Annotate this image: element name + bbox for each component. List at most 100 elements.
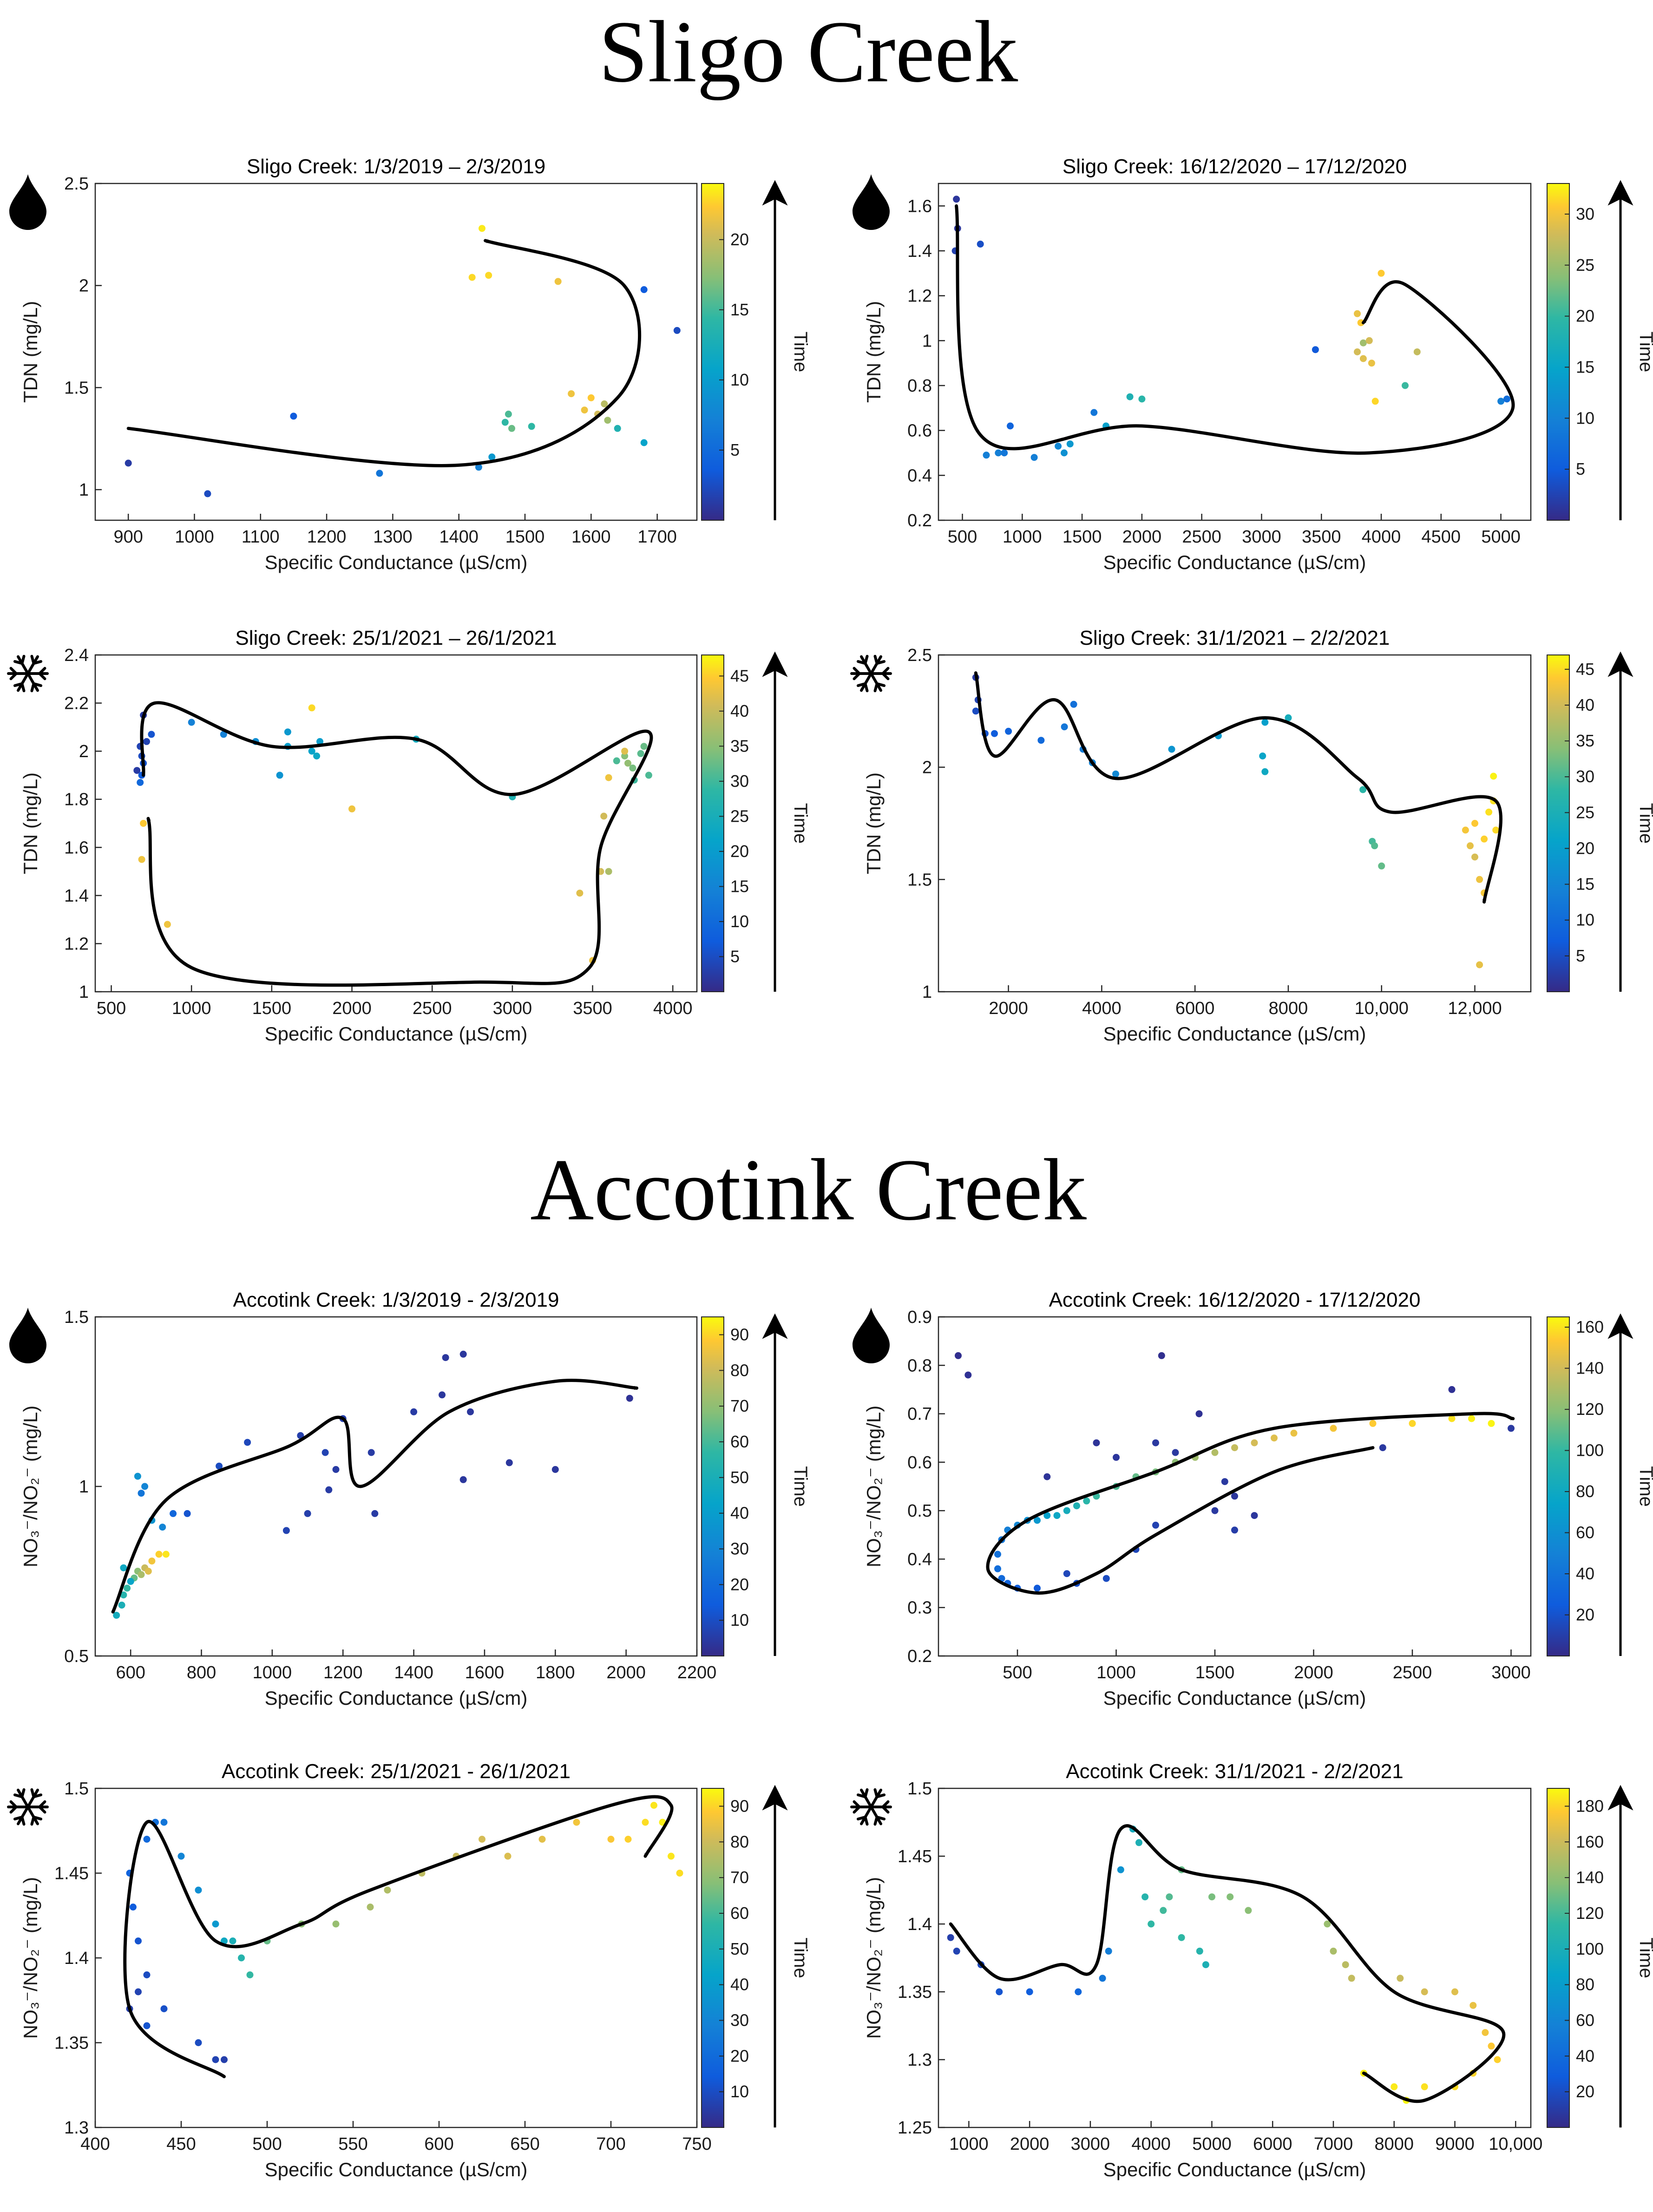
data-point (1413, 348, 1421, 355)
chart-title: Sligo Creek: 25/1/2021 – 26/1/2021 (235, 627, 557, 649)
y-tick-label: 0.8 (907, 376, 932, 396)
x-tick-label: 3000 (493, 999, 532, 1018)
data-point (442, 1354, 449, 1361)
data-point (160, 1819, 168, 1826)
data-point (138, 856, 145, 863)
data-point (1468, 1415, 1475, 1422)
snowflake-icon (850, 654, 892, 693)
data-point (1451, 1988, 1458, 1996)
y-tick-label: 1.3 (907, 2050, 932, 2070)
x-tick-label: 800 (187, 1663, 216, 1682)
data-point (614, 425, 621, 432)
x-tick-label: 1500 (1195, 1663, 1235, 1682)
colorbar-tick-label: 20 (730, 842, 749, 861)
data-point (184, 1510, 191, 1517)
chart-panel-2: Sligo Creek: 16/12/2020 – 17/12/2020 500 1… (853, 155, 1653, 573)
time-label: Time (1636, 1466, 1653, 1506)
data-point (668, 1852, 675, 1860)
data-point (1231, 1526, 1238, 1534)
colorbar-tick-label: 80 (730, 1361, 749, 1380)
data-point (459, 1476, 467, 1483)
colorbar (1547, 1788, 1570, 2128)
colorbar-tick-label: 160 (1576, 1317, 1604, 1336)
data-point (1196, 1947, 1203, 1955)
x-tick-label: 12,000 (1448, 999, 1502, 1018)
data-point (1066, 440, 1074, 448)
data-point (1359, 786, 1367, 793)
y-tick-label: 2 (79, 742, 89, 761)
colorbar-tick-label: 35 (1576, 731, 1594, 750)
data-point (508, 425, 515, 432)
x-tick-label: 2200 (677, 1663, 717, 1682)
x-tick-label: 1300 (373, 527, 413, 547)
y-axis-label: TDN (mg/L) (20, 772, 41, 874)
data-point (141, 1483, 149, 1490)
colorbar-tick-label: 30 (1576, 767, 1594, 786)
time-label: Time (1636, 332, 1653, 372)
y-tick-label: 0.4 (907, 1550, 932, 1569)
data-point (138, 1490, 145, 1497)
data-point (1342, 1961, 1349, 1969)
colorbar-tick-label: 30 (1576, 204, 1594, 223)
data-point (308, 747, 315, 755)
y-tick-label: 1.5 (907, 870, 932, 890)
chart-title: Sligo Creek: 1/3/2019 – 2/3/2019 (247, 155, 545, 178)
y-axis-label: TDN (mg/L) (863, 301, 885, 403)
chart-panel-1: Sligo Creek: 1/3/2019 – 2/3/2019 900 1000 1… (9, 155, 811, 573)
data-point (1211, 1507, 1219, 1514)
data-point (321, 1449, 329, 1456)
x-tick-label: 1400 (394, 1663, 433, 1682)
x-tick-label: 600 (424, 2134, 453, 2154)
data-point (216, 1462, 223, 1470)
colorbar-tick-label: 40 (730, 701, 749, 720)
data-point (1005, 727, 1012, 735)
data-point (125, 459, 132, 467)
y-axis-label: NO₃⁻/NO₂⁻ (mg/L) (863, 1877, 885, 2039)
data-point (1135, 1839, 1142, 1846)
y-tick-label: 2.2 (64, 694, 89, 713)
plot-frame (938, 183, 1532, 521)
data-point (332, 1466, 340, 1473)
colorbar (1547, 654, 1570, 992)
x-tick-label: 2000 (606, 1663, 646, 1682)
raindrop-icon (853, 1308, 890, 1363)
data-point (371, 1510, 379, 1517)
x-tick-label: 3000 (1071, 2134, 1110, 2154)
data-point (1001, 449, 1008, 457)
data-point (1421, 2083, 1428, 2090)
data-point (1090, 409, 1098, 416)
data-point (124, 1584, 131, 1592)
colorbar-tick-label: 50 (730, 1939, 749, 1958)
x-tick-label: 1000 (175, 527, 214, 547)
data-point (505, 411, 512, 418)
colorbar-tick-label: 100 (1576, 1441, 1604, 1460)
data-point (316, 738, 323, 745)
data-point (621, 747, 629, 755)
x-tick-label: 5000 (1481, 527, 1521, 547)
data-point (1482, 2029, 1489, 2036)
hysteresis-trajectory (111, 1379, 639, 1614)
time-label: Time (1636, 803, 1653, 844)
data-point (1471, 853, 1478, 861)
section-title-accotink: Accotink Creek (530, 1141, 1087, 1239)
data-point (568, 390, 575, 398)
data-point (1055, 443, 1062, 450)
data-point (1354, 310, 1361, 317)
data-point (220, 731, 227, 738)
data-point (1481, 835, 1488, 843)
x-tick-label: 1000 (949, 2134, 989, 2154)
data-point (505, 1459, 513, 1466)
data-point (468, 274, 476, 281)
colorbar-tick-label: 20 (730, 230, 749, 249)
data-point (1195, 1410, 1203, 1418)
hysteresis-trajectory (955, 204, 1515, 455)
data-point (1312, 346, 1319, 353)
data-point (1117, 1866, 1124, 1873)
y-tick-label: 0.3 (907, 1598, 932, 1618)
snowflake-icon (850, 1788, 892, 1826)
data-point (143, 2022, 151, 2029)
x-tick-label: 4000 (1362, 527, 1401, 547)
data-point (624, 759, 631, 767)
x-axis-label: Specific Conductance (µS/cm) (265, 1023, 528, 1045)
y-tick-label: 1.8 (64, 790, 89, 810)
